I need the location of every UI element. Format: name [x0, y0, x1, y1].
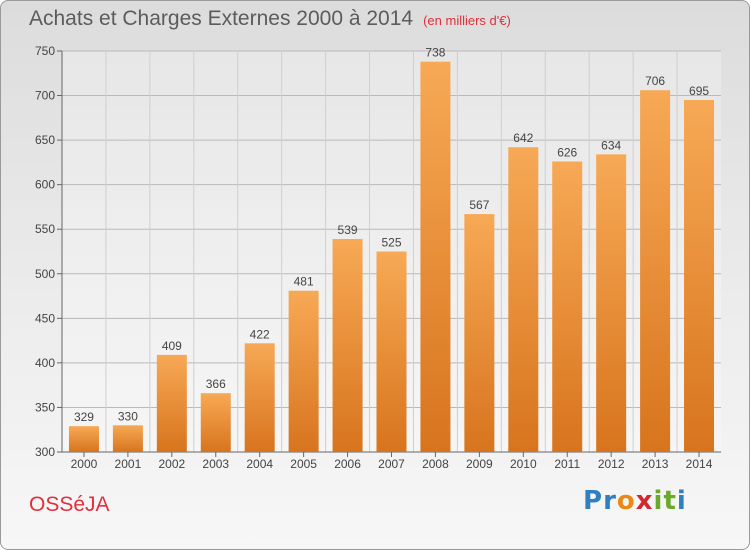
data-label-2008: 738	[425, 46, 445, 60]
data-label-2011: 626	[557, 145, 577, 159]
bar-2011	[552, 161, 583, 452]
proxiti-logo: Proxiti	[583, 486, 687, 516]
y-tick-label: 500	[35, 267, 55, 281]
bar-2001	[112, 425, 143, 452]
x-tick-label-2001: 2001	[115, 457, 142, 471]
data-label-2002: 409	[162, 339, 182, 353]
data-label-2010: 642	[513, 131, 533, 145]
data-label-2005: 481	[294, 275, 314, 289]
data-label-2004: 422	[250, 327, 270, 341]
data-label-2000: 329	[74, 410, 94, 424]
x-tick-label-2002: 2002	[158, 457, 185, 471]
data-label-2009: 567	[469, 198, 489, 212]
x-tick-label-2007: 2007	[378, 457, 405, 471]
y-tick-label: 300	[35, 445, 55, 459]
chart-unit-label: (en milliers d'€)	[423, 13, 511, 28]
x-tick-label-2004: 2004	[246, 457, 273, 471]
data-label-2007: 525	[381, 236, 401, 250]
data-label-2014: 695	[689, 84, 709, 98]
logo-letter: t	[663, 486, 677, 516]
y-tick-label: 550	[35, 222, 55, 236]
y-tick-label: 600	[35, 178, 55, 192]
y-tick-label: 650	[35, 133, 55, 147]
logo-letter: x	[635, 486, 654, 516]
logo-letter: r	[603, 486, 617, 516]
chart-title: Achats et Charges Externes 2000 à 2014 (e…	[29, 7, 511, 31]
x-tick-label-2006: 2006	[334, 457, 361, 471]
bar-2006	[332, 239, 363, 452]
data-label-2003: 366	[206, 377, 226, 391]
bar-2008	[420, 61, 451, 453]
y-tick-label: 750	[35, 44, 55, 58]
y-tick-label: 350	[35, 400, 55, 414]
logo-letter: P	[583, 486, 604, 516]
data-label-2013: 706	[645, 74, 665, 88]
data-label-2006: 539	[338, 223, 358, 237]
x-tick-label-2011: 2011	[554, 457, 580, 471]
bar-2014	[684, 100, 715, 452]
x-tick-label-2009: 2009	[466, 457, 493, 471]
logo-letter: i	[653, 486, 664, 516]
logo-letter: i	[676, 486, 687, 516]
chart-title-text: Achats et Charges Externes 2000 à 2014	[29, 7, 414, 30]
place-name: OSSéJA	[29, 493, 110, 516]
bar-2007	[376, 251, 407, 452]
x-tick-label-2013: 2013	[642, 457, 669, 471]
x-tick-label-2014: 2014	[686, 457, 713, 471]
x-tick-label-2010: 2010	[510, 457, 537, 471]
bar-2012	[596, 154, 627, 452]
bar-2013	[640, 90, 671, 452]
y-tick-label: 400	[35, 356, 55, 370]
bar-2004	[244, 343, 275, 452]
bar-2005	[288, 290, 319, 452]
data-label-2012: 634	[601, 138, 621, 152]
bar-2009	[464, 214, 495, 452]
x-tick-label-2012: 2012	[598, 457, 625, 471]
x-tick-label-2008: 2008	[422, 457, 449, 471]
x-tick-label-2003: 2003	[202, 457, 229, 471]
x-tick-label-2005: 2005	[290, 457, 317, 471]
bar-2000	[68, 426, 99, 452]
y-tick-label: 450	[35, 311, 55, 325]
x-tick-label-2000: 2000	[71, 457, 98, 471]
data-label-2001: 330	[118, 409, 138, 423]
logo-letter: o	[616, 486, 636, 516]
bar-2003	[200, 393, 231, 452]
bar-2010	[508, 147, 539, 453]
y-tick-label: 700	[35, 89, 55, 103]
bar-2002	[156, 354, 187, 452]
